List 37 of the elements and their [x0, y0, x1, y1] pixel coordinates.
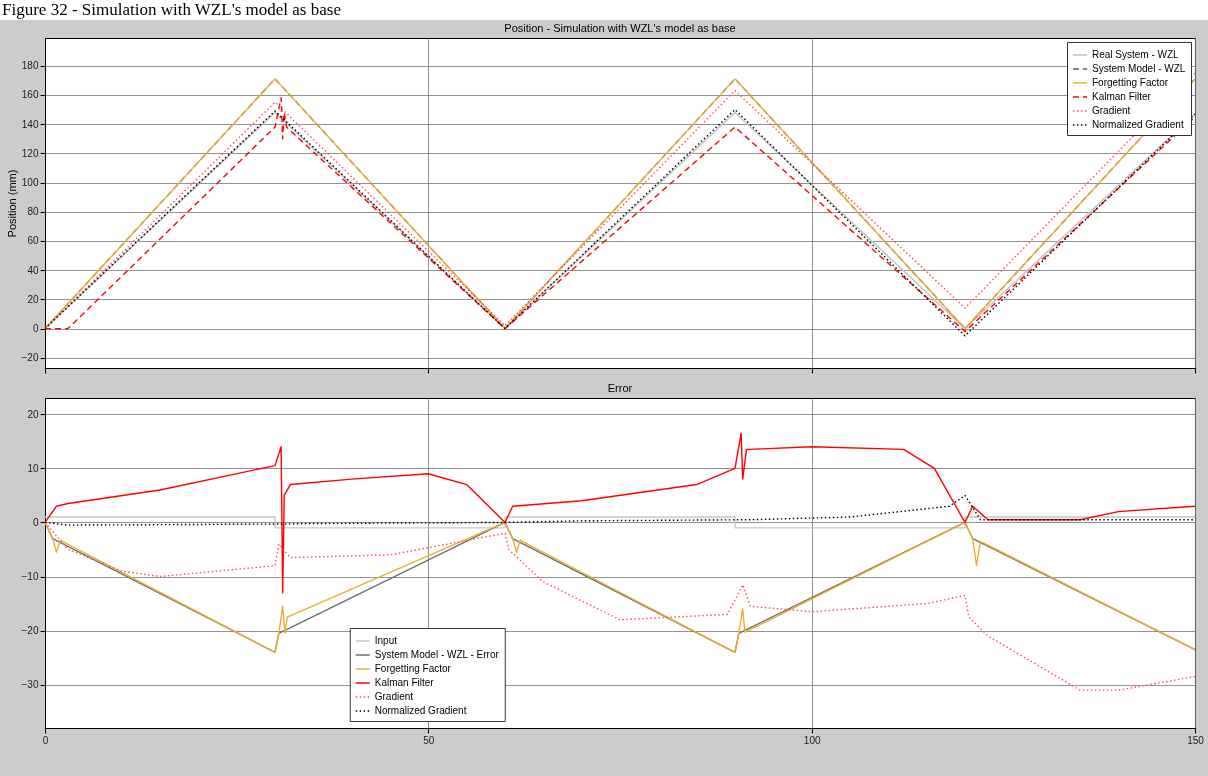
legend-label: Gradient — [374, 691, 414, 702]
legend-label: Forgetting Factor — [1092, 77, 1169, 88]
x-tick-label: 0 — [42, 734, 49, 746]
y-tick-label: −30 — [21, 679, 39, 691]
y-tick-label: 0 — [32, 516, 39, 528]
y-tick-label: 20 — [27, 408, 39, 420]
legend-label: Normalized Gradient — [374, 705, 467, 716]
y-tick-label: 140 — [21, 118, 39, 130]
y-tick-label: 180 — [21, 60, 39, 72]
y-tick-label: −20 — [21, 352, 39, 364]
y-axis-title: Position (mm) — [5, 169, 18, 238]
y-tick-label: 10 — [27, 462, 39, 474]
legend-label: System Model - WZL — [1092, 63, 1186, 74]
legend-label: Forgetting Factor — [374, 663, 452, 674]
x-tick-label: 100 — [803, 734, 821, 746]
legend-label: System Model - WZL - Error — [374, 649, 500, 660]
x-tick-label: 50 — [423, 734, 435, 746]
y-tick-label: 160 — [21, 89, 39, 101]
y-tick-label: 80 — [27, 206, 39, 218]
y-tick-label: 40 — [27, 264, 39, 276]
y-tick-label: 0 — [32, 323, 39, 335]
x-tick-label: 150 — [1187, 734, 1205, 746]
chart-title: Position - Simulation with WZL's model as base — [504, 22, 736, 34]
legend-label: Kalman Filter — [374, 677, 435, 688]
y-tick-label: 20 — [27, 293, 39, 305]
y-tick-label: 120 — [21, 147, 39, 159]
caption: Figure 32 - Simulation with WZL's model as base — [0, 0, 1208, 20]
y-tick-label: −10 — [21, 571, 39, 583]
legend-label: Real System - WZL — [1092, 49, 1180, 60]
y-tick-label: −20 — [21, 625, 39, 637]
legend-label: Gradient — [1092, 105, 1131, 116]
chart-title: Error — [607, 382, 633, 394]
legend-label: Normalized Gradient — [1092, 119, 1184, 130]
legend-label: Kalman Filter — [1092, 91, 1152, 102]
y-tick-label: 60 — [27, 235, 39, 247]
y-tick-label: 100 — [21, 177, 39, 189]
legend-label: Input — [374, 635, 398, 646]
